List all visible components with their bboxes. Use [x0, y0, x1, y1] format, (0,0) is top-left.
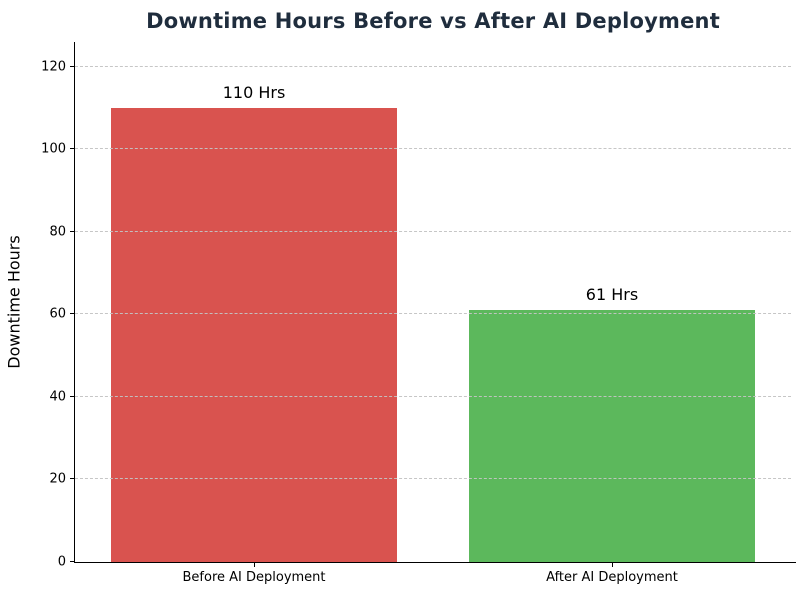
y-tick-mark-120 — [70, 65, 75, 67]
gridline-100 — [75, 148, 791, 150]
gridline-60 — [75, 313, 791, 315]
y-axis-label: Downtime Hours — [4, 235, 24, 369]
y-tick-mark-100 — [70, 148, 75, 150]
y-tick-mark-20 — [70, 478, 75, 480]
y-tick-label-40: 40 — [49, 389, 66, 405]
x-tick-mark-1 — [612, 562, 613, 567]
bar-value-label-1: 61 Hrs — [585, 285, 639, 305]
y-tick-mark-40 — [70, 395, 75, 397]
y-tick-label-60: 60 — [49, 306, 66, 322]
y-tick-label-100: 100 — [41, 141, 66, 157]
gridline-40 — [75, 395, 791, 397]
x-axis-spine — [74, 562, 796, 563]
y-tick-label-0: 0 — [57, 554, 66, 570]
x-tick-label-0: Before AI Deployment — [182, 570, 326, 585]
y-tick-label-20: 20 — [49, 471, 66, 487]
gridline-120 — [75, 65, 791, 67]
gridline-80 — [75, 230, 791, 232]
bar-0 — [110, 108, 398, 562]
x-tick-mark-0 — [254, 562, 255, 567]
y-axis-spine — [74, 42, 75, 562]
bar-1 — [468, 310, 756, 562]
y-tick-label-120: 120 — [41, 59, 66, 75]
gridline-20 — [75, 478, 791, 480]
chart-title: Downtime Hours Before vs After AI Deploy… — [146, 9, 720, 33]
y-tick-label-80: 80 — [49, 224, 66, 240]
bar-value-label-0: 110 Hrs — [222, 83, 286, 103]
y-tick-mark-60 — [70, 313, 75, 315]
y-tick-mark-80 — [70, 230, 75, 232]
x-tick-label-1: After AI Deployment — [546, 570, 678, 585]
y-tick-mark-0 — [70, 561, 75, 562]
plot-area: 110 Hrs 61 Hrs 0 20 40 60 80 100 120 Before AI … — [41, 42, 796, 585]
